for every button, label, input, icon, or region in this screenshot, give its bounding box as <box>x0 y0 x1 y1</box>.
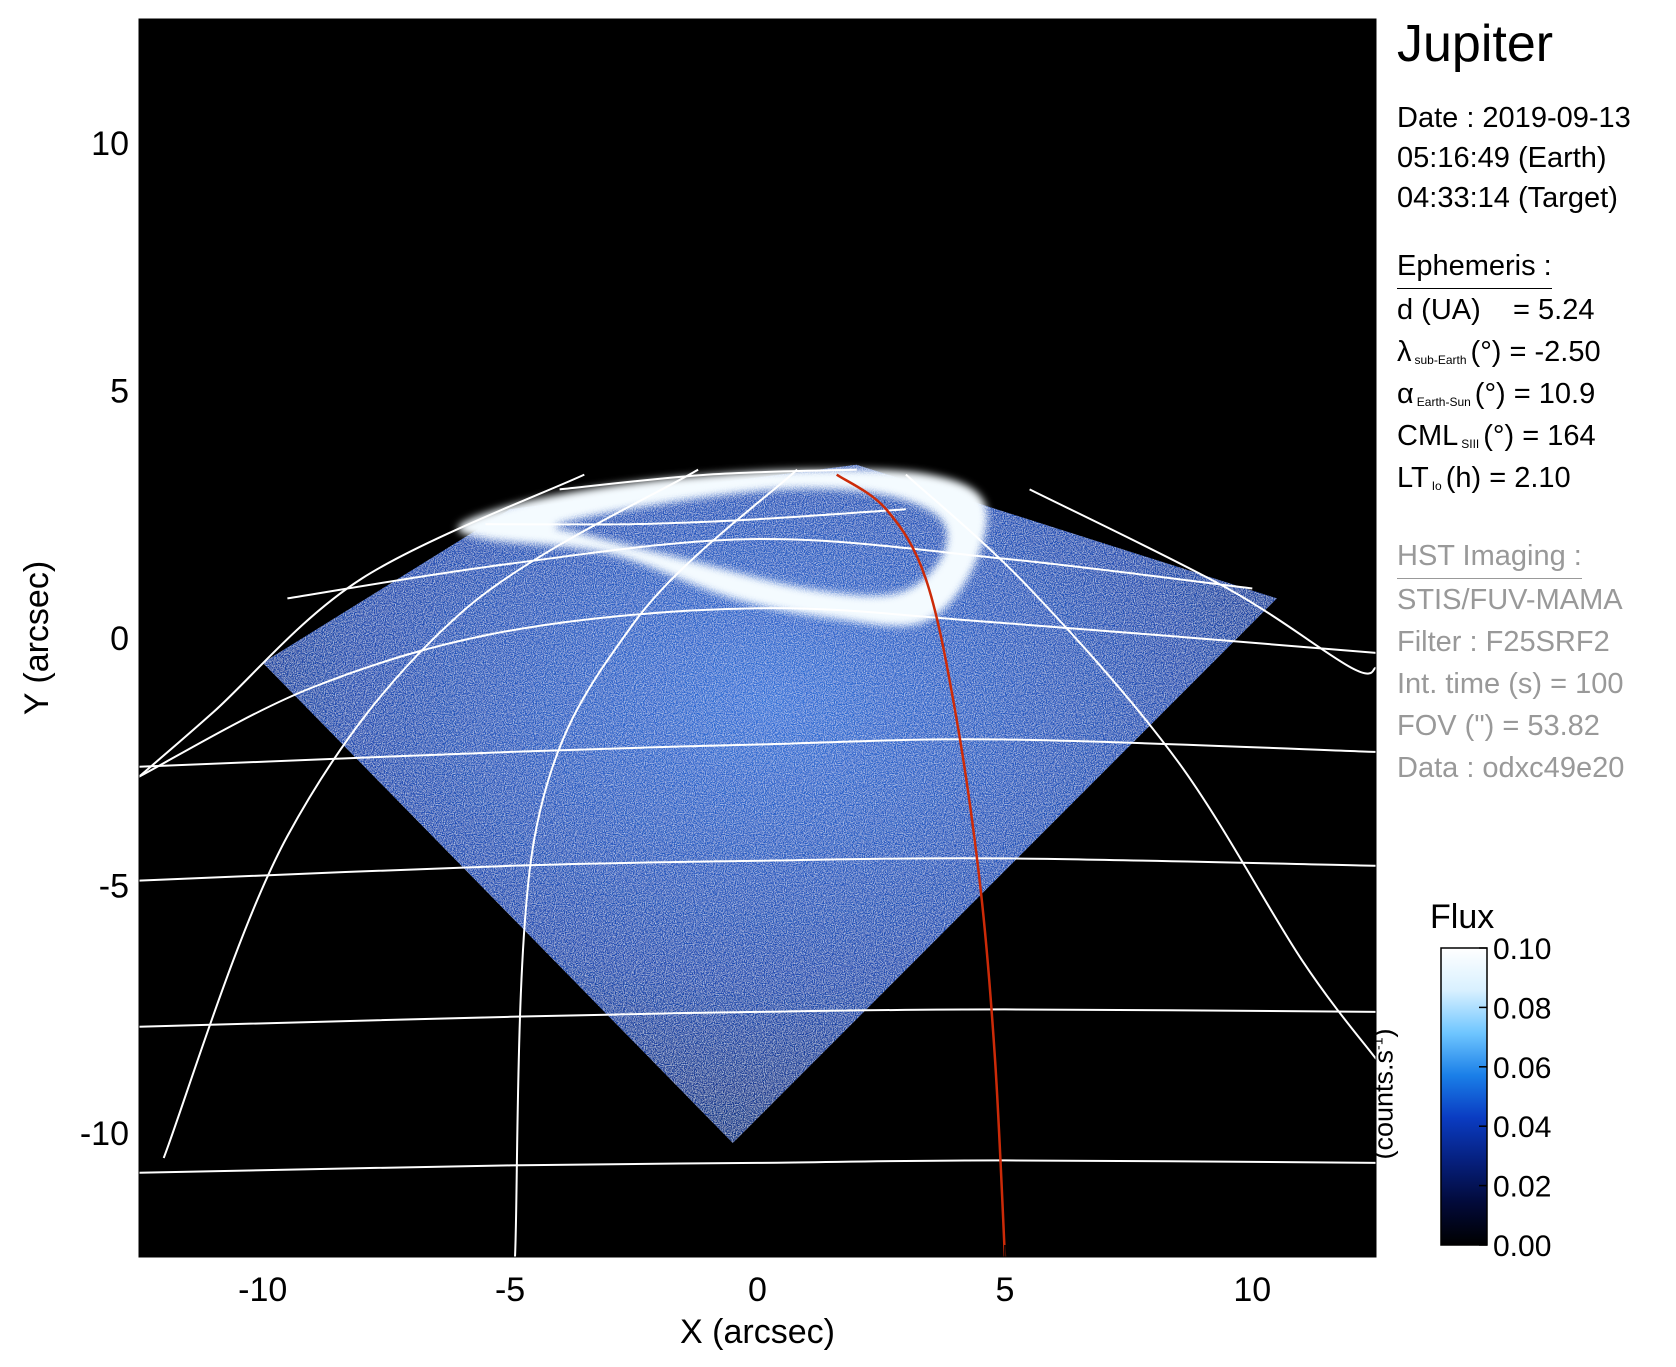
cml-subscript: SIII <box>1461 437 1480 451</box>
distance-label: d (UA) <box>1397 294 1481 326</box>
colorbar-unit: (counts.s-1) <box>1369 1029 1400 1160</box>
latitude-line-2 <box>139 738 1376 768</box>
axes: -10 -5 0 5 10 -10 -5 0 5 10 X (arcsec) Y (arcsec) <box>18 19 1376 1351</box>
y-tick-label: -5 <box>99 868 129 906</box>
latitude-line-8 <box>559 468 857 491</box>
colorbar: 0.00 0.02 0.04 0.06 0.08 0.10 <box>1440 933 1551 1263</box>
latitude-line-1 <box>139 607 1376 778</box>
x-tick-label: 5 <box>995 1271 1014 1309</box>
longitude-line-4 <box>905 473 1376 1060</box>
cml-line: CML SIII (°) = 164 <box>1397 416 1596 464</box>
distance-line: d (UA) = 5.24 <box>1397 290 1594 330</box>
ephemeris-header: Ephemeris : <box>1397 246 1552 289</box>
latitude-line-5 <box>139 1159 1376 1174</box>
latitude-symbol: λ <box>1397 336 1412 368</box>
colorbar-tick-label: 0.06 <box>1493 1052 1551 1085</box>
field-of-view: FOV (") = 53.82 <box>1397 710 1600 742</box>
phase-symbol: α <box>1397 378 1414 410</box>
x-axis-label: X (arcsec) <box>680 1313 835 1351</box>
y-tick-label: 10 <box>91 125 129 163</box>
y-axis-label: Y (arcsec) <box>18 561 56 715</box>
latitude-line: λ sub-Earth (°) = -2.50 <box>1397 332 1601 380</box>
colorbar-unit-close: ) <box>1368 1028 1399 1038</box>
longitude-line-3 <box>514 468 798 1257</box>
longitude-line-2 <box>162 468 699 1159</box>
latitude-subscript: sub-Earth <box>1414 353 1467 367</box>
local-time-subscript: Io <box>1431 479 1442 493</box>
latitude-value: (°) = -2.50 <box>1470 336 1601 368</box>
phase-subscript: Earth-Sun <box>1416 395 1471 409</box>
earth-time: 05:16:49 (Earth) <box>1397 142 1607 174</box>
x-tick-label: 10 <box>1233 1271 1271 1309</box>
longitude-line-5 <box>1029 488 1376 675</box>
planetary-grid <box>139 468 1376 1257</box>
distance-value: = 5.24 <box>1513 294 1595 326</box>
colorbar-tick-label: 0.04 <box>1493 1111 1551 1144</box>
cml-symbol: CML <box>1397 420 1459 452</box>
colorbar-tick-label: 0.08 <box>1493 992 1551 1025</box>
ephemeris-header-text: Ephemeris : <box>1397 246 1552 289</box>
y-tick-label: -10 <box>80 1115 129 1153</box>
latitude-line-4 <box>139 1008 1376 1028</box>
colorbar-title: Flux <box>1430 898 1495 936</box>
x-tick-label: -5 <box>495 1271 525 1309</box>
x-tick-label: -10 <box>238 1271 287 1309</box>
filter: Filter : F25SRF2 <box>1397 626 1610 658</box>
planet-title: Jupiter <box>1397 15 1554 73</box>
colorbar-tick-label: 0.02 <box>1493 1171 1551 1204</box>
colorbar-tick-label: 0.00 <box>1493 1230 1551 1263</box>
hst-header: HST Imaging : <box>1397 536 1582 579</box>
local-time-value: (h) = 2.10 <box>1445 462 1571 494</box>
integration-time: Int. time (s) = 100 <box>1397 668 1624 700</box>
colorbar-tick-label: 0.10 <box>1493 933 1551 966</box>
dataset-id: Data : odxc49e20 <box>1397 752 1625 784</box>
y-tick-label: 0 <box>110 620 129 658</box>
local-time-line: LT Io (h) = 2.10 <box>1397 458 1571 506</box>
latitude-line-7 <box>485 508 906 526</box>
y-tick-label: 5 <box>110 372 129 410</box>
longitude-line-1 <box>139 473 585 778</box>
latitude-line-3 <box>139 857 1376 882</box>
date-line: Date : 2019-09-13 <box>1397 102 1631 134</box>
cml-value: (°) = 164 <box>1483 420 1596 452</box>
hst-header-text: HST Imaging : <box>1397 536 1582 579</box>
phase-value: (°) = 10.9 <box>1474 378 1596 410</box>
local-time-symbol: LT <box>1397 462 1429 494</box>
latitude-line-6 <box>287 537 1253 600</box>
instrument: STIS/FUV-MAMA <box>1397 584 1623 616</box>
x-tick-label: 0 <box>748 1271 767 1309</box>
phase-line: α Earth-Sun (°) = 10.9 <box>1397 374 1595 422</box>
target-time: 04:33:14 (Target) <box>1397 182 1618 214</box>
auroral-oval <box>457 469 988 627</box>
colorbar-unit-exponent: -1 <box>1369 1037 1386 1050</box>
colorbar-unit-main: (counts.s <box>1368 1049 1399 1160</box>
reference-meridian <box>835 473 1007 1257</box>
image-footprint <box>262 464 1277 1144</box>
colorbar-scale <box>1440 947 1488 1246</box>
